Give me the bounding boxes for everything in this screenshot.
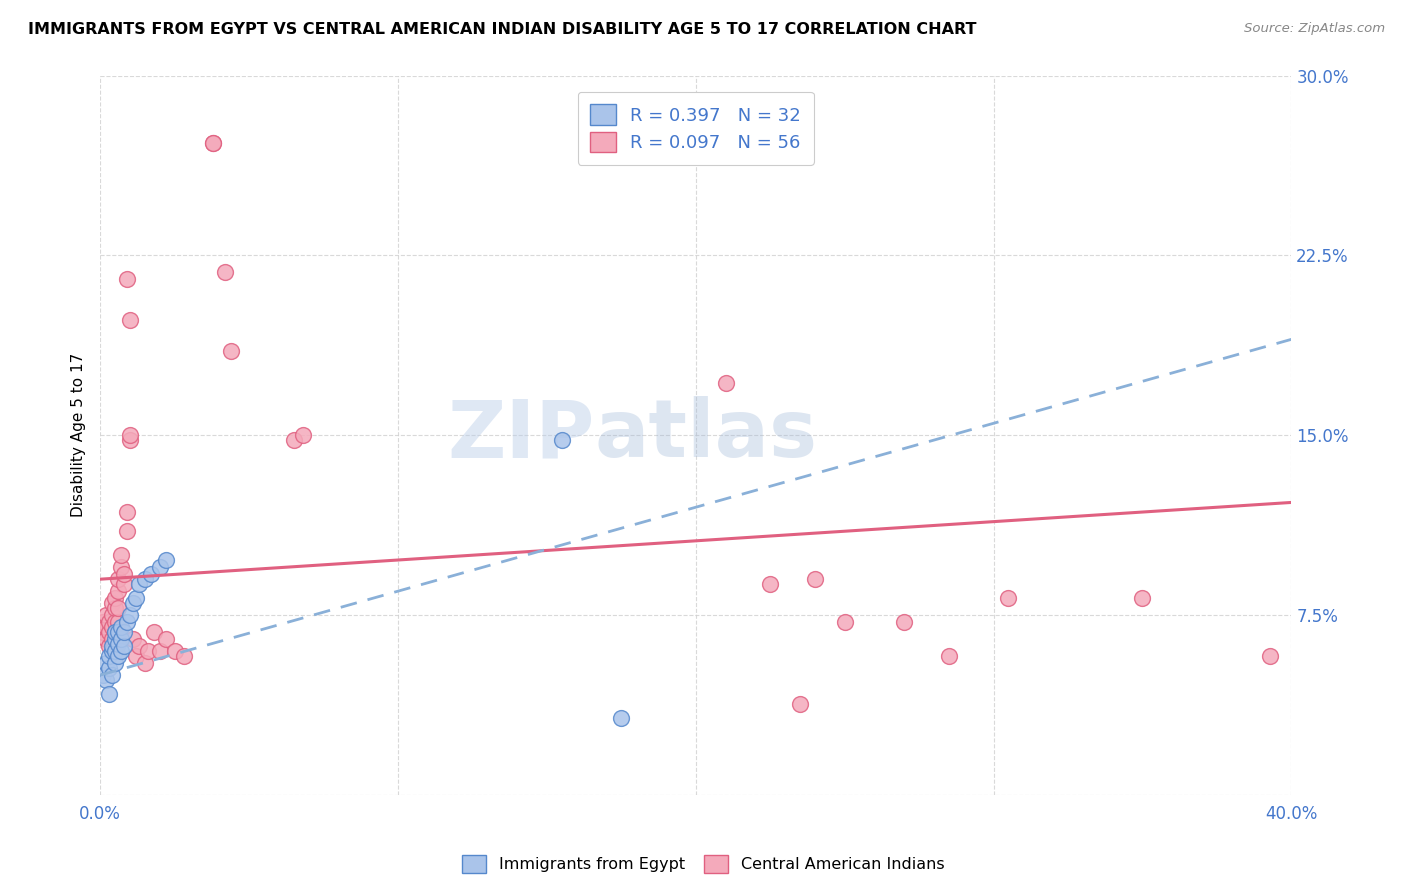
Point <box>98 661 121 675</box>
Point <box>834 615 856 630</box>
Point <box>163 644 186 658</box>
Point <box>139 567 162 582</box>
Point <box>202 136 225 150</box>
Point <box>112 577 135 591</box>
Point <box>136 644 159 658</box>
Point <box>202 136 225 150</box>
Point <box>155 632 177 647</box>
Point <box>94 620 117 634</box>
Point <box>101 668 124 682</box>
Point <box>107 624 129 639</box>
Point <box>104 624 127 639</box>
Point <box>714 376 737 390</box>
Point <box>94 608 117 623</box>
Point <box>173 648 195 663</box>
Point <box>110 548 132 562</box>
Point <box>98 624 121 639</box>
Point <box>107 637 129 651</box>
Point <box>107 572 129 586</box>
Y-axis label: Disability Age 5 to 17: Disability Age 5 to 17 <box>72 353 86 517</box>
Point <box>155 553 177 567</box>
Point <box>110 560 132 574</box>
Point <box>118 428 141 442</box>
Point <box>128 577 150 591</box>
Point <box>91 624 114 639</box>
Point <box>98 648 121 663</box>
Legend: R = 0.397   N = 32, R = 0.097   N = 56: R = 0.397 N = 32, R = 0.097 N = 56 <box>578 92 814 165</box>
Point <box>98 640 121 654</box>
Point <box>107 584 129 599</box>
Point <box>893 615 915 630</box>
Point <box>122 596 145 610</box>
Point <box>134 572 156 586</box>
Point <box>107 648 129 663</box>
Point <box>1260 648 1282 663</box>
Point <box>118 608 141 623</box>
Point <box>125 648 148 663</box>
Point <box>94 673 117 687</box>
Point <box>94 656 117 670</box>
Point <box>118 313 141 327</box>
Point <box>107 615 129 630</box>
Point <box>115 505 138 519</box>
Point <box>1132 591 1154 606</box>
Point <box>789 697 811 711</box>
Point <box>759 577 782 591</box>
Point <box>118 433 141 447</box>
Point <box>101 620 124 634</box>
Point <box>134 656 156 670</box>
Point <box>112 624 135 639</box>
Point <box>125 591 148 606</box>
Point <box>110 644 132 658</box>
Point <box>94 632 117 647</box>
Point <box>122 632 145 647</box>
Point <box>104 624 127 639</box>
Point <box>997 591 1019 606</box>
Point <box>115 524 138 539</box>
Point <box>219 344 242 359</box>
Text: Source: ZipAtlas.com: Source: ZipAtlas.com <box>1244 22 1385 36</box>
Point <box>115 272 138 286</box>
Point <box>91 615 114 630</box>
Point <box>610 711 633 725</box>
Point <box>149 644 172 658</box>
Point <box>104 591 127 606</box>
Point <box>115 615 138 630</box>
Point <box>98 687 121 701</box>
Point <box>91 668 114 682</box>
Text: atlas: atlas <box>595 396 818 475</box>
Point <box>101 596 124 610</box>
Point <box>110 632 132 647</box>
Point <box>101 640 124 654</box>
Point <box>104 632 127 647</box>
Text: ZIP: ZIP <box>447 396 595 475</box>
Point <box>98 615 121 630</box>
Point <box>551 433 574 447</box>
Point <box>101 608 124 623</box>
Point <box>291 428 314 442</box>
Point <box>101 644 124 658</box>
Point <box>149 560 172 574</box>
Point <box>104 644 127 658</box>
Point <box>804 572 827 586</box>
Point <box>128 640 150 654</box>
Point <box>104 601 127 615</box>
Point <box>142 624 165 639</box>
Point <box>283 433 305 447</box>
Point <box>112 640 135 654</box>
Legend: Immigrants from Egypt, Central American Indians: Immigrants from Egypt, Central American … <box>456 848 950 880</box>
Point <box>214 265 236 279</box>
Text: IMMIGRANTS FROM EGYPT VS CENTRAL AMERICAN INDIAN DISABILITY AGE 5 TO 17 CORRELAT: IMMIGRANTS FROM EGYPT VS CENTRAL AMERICA… <box>28 22 977 37</box>
Point <box>104 656 127 670</box>
Point <box>110 620 132 634</box>
Point <box>107 601 129 615</box>
Point <box>101 632 124 647</box>
Point <box>104 615 127 630</box>
Point <box>938 648 960 663</box>
Point <box>112 567 135 582</box>
